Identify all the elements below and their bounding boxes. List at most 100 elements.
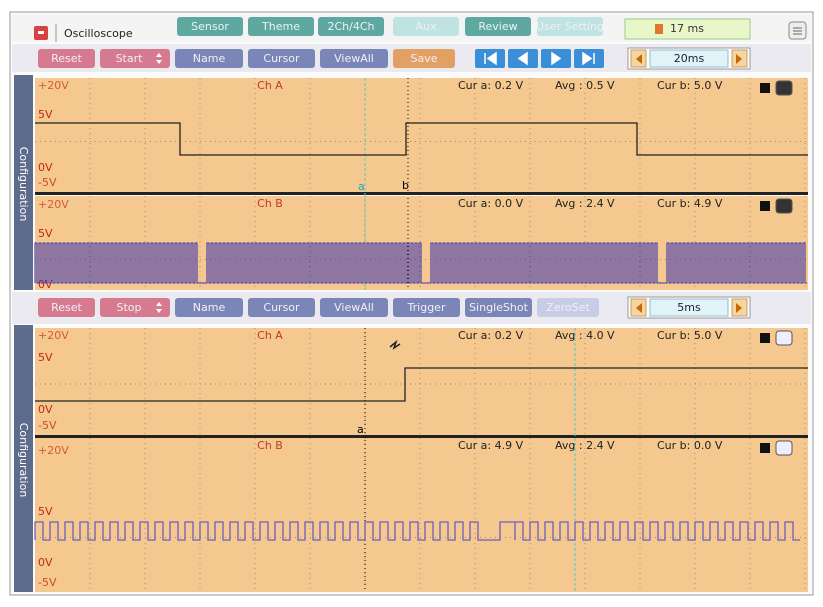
cursor-b: Cur b: 5.0 V	[657, 79, 723, 92]
average: Avg : 0.5 V	[555, 79, 615, 92]
button[interactable]	[38, 49, 95, 68]
button-label: Name	[193, 52, 226, 65]
axis-label: 5V	[38, 108, 53, 121]
button-label: Trigger	[407, 301, 446, 314]
stepper-icon	[156, 302, 162, 313]
arrow	[636, 303, 642, 313]
side-bar	[14, 325, 33, 592]
plot-area	[35, 78, 808, 192]
button-label: Save	[410, 52, 437, 65]
tab-label: Sensor	[191, 20, 229, 33]
tab-label: User Setting	[536, 20, 604, 33]
axis-label: 5V	[38, 505, 53, 518]
trace	[34, 242, 807, 284]
axis-label: +20V	[38, 329, 69, 342]
axis-label: 5V	[38, 351, 53, 364]
button[interactable]	[38, 298, 95, 317]
cursor-a: Cur a: 4.9 V	[458, 439, 524, 452]
channel-name: Ch B	[257, 197, 283, 210]
button-label: Stop	[116, 301, 141, 314]
nav-icon	[582, 51, 595, 66]
cursor-b: Cur b: 4.9 V	[657, 197, 723, 210]
nav-icon	[517, 51, 528, 66]
axis-label: 0V	[38, 161, 53, 174]
channel-separator	[35, 192, 808, 195]
app-icon-glyph	[38, 31, 44, 34]
cursor-a: Cur a: 0.2 V	[458, 329, 524, 342]
trace	[34, 521, 800, 541]
button[interactable]	[537, 298, 599, 317]
trigger-icon	[389, 339, 401, 350]
average: Avg : 2.4 V	[555, 439, 615, 452]
arrow	[736, 303, 742, 313]
button-label: Start	[116, 52, 144, 65]
channel-name: Ch B	[257, 439, 283, 452]
plot-area	[35, 438, 808, 592]
button-label: ViewAll	[334, 301, 374, 314]
button-label: Cursor	[263, 52, 300, 65]
button[interactable]	[100, 298, 170, 317]
tab-label: 2Ch/4Ch	[327, 20, 374, 33]
tab[interactable]	[393, 17, 459, 36]
button-label: ViewAll	[334, 52, 374, 65]
tab-label: Review	[478, 20, 517, 33]
button-label: Name	[193, 301, 226, 314]
timebase-field	[649, 298, 729, 317]
axis-label: -5V	[38, 576, 57, 589]
cursor-a: Cur a: 0.2 V	[458, 79, 524, 92]
cursor-marker: a	[357, 423, 364, 436]
button[interactable]	[175, 49, 243, 68]
button[interactable]	[100, 49, 170, 68]
button[interactable]	[175, 298, 243, 317]
channel-name: Ch A	[257, 329, 283, 342]
tab[interactable]	[465, 17, 531, 36]
menu-icon	[793, 27, 802, 35]
timer: 17 ms	[670, 22, 704, 35]
nav-icon	[484, 51, 497, 66]
side-label: Configuration	[17, 423, 30, 498]
color-swatch[interactable]	[760, 201, 770, 211]
channel-separator	[35, 435, 808, 438]
toggle[interactable]	[775, 330, 793, 346]
button-label: Cursor	[263, 301, 300, 314]
cursor-a: Cur a: 0.0 V	[458, 197, 524, 210]
button[interactable]	[248, 49, 315, 68]
axis-label: 0V	[38, 556, 53, 569]
axis-label: 0V	[38, 403, 53, 416]
tab[interactable]	[537, 17, 603, 36]
trace	[35, 367, 808, 402]
button[interactable]	[248, 298, 315, 317]
color-swatch[interactable]	[760, 333, 770, 343]
tab[interactable]	[248, 17, 314, 36]
timebase: 20ms	[674, 52, 705, 65]
cursor-marker: a	[358, 180, 365, 193]
cursor-b: Cur b: 0.0 V	[657, 439, 723, 452]
arrow	[636, 54, 642, 64]
plot-area	[35, 328, 808, 435]
button[interactable]	[393, 298, 460, 317]
tab[interactable]	[318, 17, 384, 36]
button[interactable]	[465, 298, 532, 317]
axis-label: -5V	[38, 419, 57, 432]
button[interactable]	[393, 49, 455, 68]
timebase-field	[649, 49, 729, 68]
color-swatch[interactable]	[760, 83, 770, 93]
stepper-icon	[156, 53, 162, 64]
color-swatch[interactable]	[760, 443, 770, 453]
toggle[interactable]	[775, 80, 793, 96]
toggle[interactable]	[775, 198, 793, 214]
timer-icon	[655, 24, 663, 34]
tab[interactable]	[177, 17, 243, 36]
trace	[35, 122, 808, 156]
button[interactable]	[320, 49, 388, 68]
cursor-b: Cur b: 5.0 V	[657, 329, 723, 342]
side-bar	[14, 75, 33, 290]
toggle[interactable]	[775, 440, 793, 456]
axis-label: -5V	[38, 176, 57, 189]
nav-icon	[551, 51, 562, 66]
button[interactable]	[320, 298, 388, 317]
axis-label: +20V	[38, 444, 69, 457]
average: Avg : 2.4 V	[555, 197, 615, 210]
tab-label: Aux	[415, 20, 436, 33]
axis-label: +20V	[38, 198, 69, 211]
